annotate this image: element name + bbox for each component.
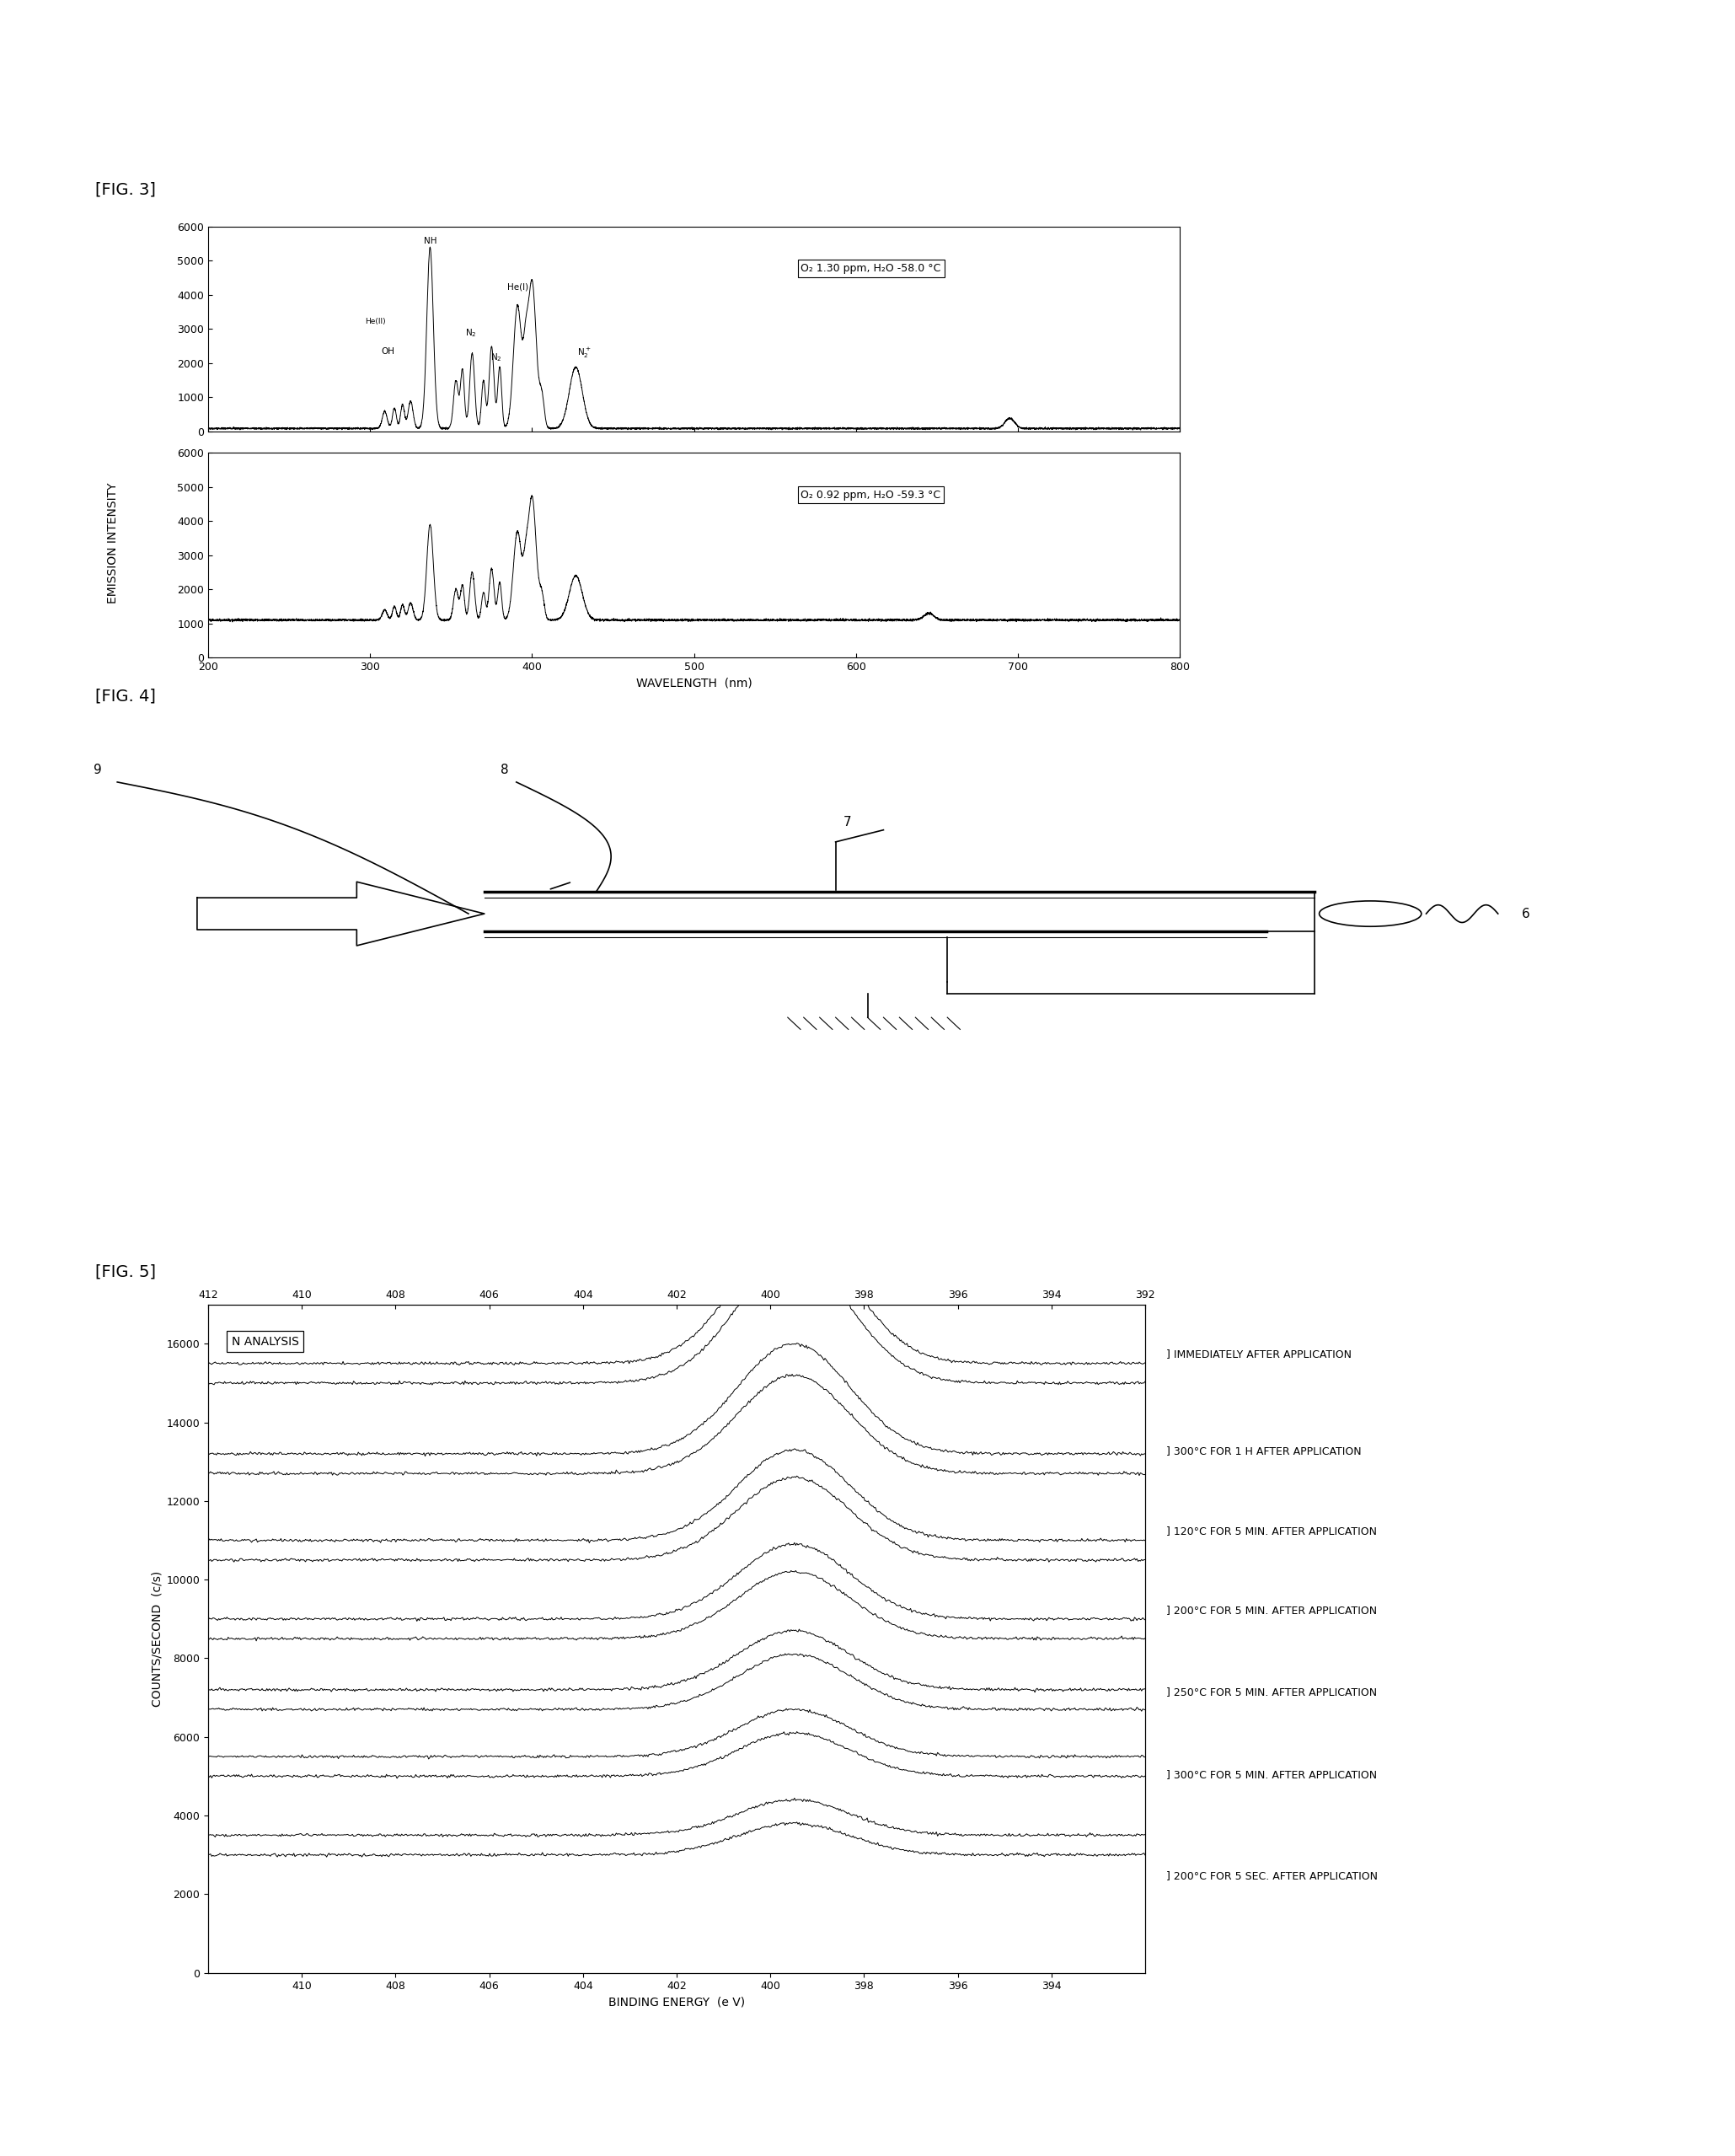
Text: OH: OH bbox=[382, 347, 396, 356]
Text: N$_2^+$: N$_2^+$ bbox=[576, 345, 592, 360]
Text: 6: 6 bbox=[1522, 908, 1530, 921]
Text: NH: NH bbox=[423, 237, 437, 246]
Text: N ANALYSIS: N ANALYSIS bbox=[231, 1337, 298, 1348]
Text: He(II): He(II) bbox=[364, 317, 385, 326]
Text: [FIG. 3]: [FIG. 3] bbox=[95, 181, 156, 198]
Text: O₂ 1.30 ppm, H₂O -58.0 °C: O₂ 1.30 ppm, H₂O -58.0 °C bbox=[802, 263, 940, 274]
Text: O₂ 0.92 ppm, H₂O -59.3 °C: O₂ 0.92 ppm, H₂O -59.3 °C bbox=[802, 489, 940, 500]
Text: ] 250°C FOR 5 MIN. AFTER APPLICATION: ] 250°C FOR 5 MIN. AFTER APPLICATION bbox=[1166, 1686, 1376, 1699]
X-axis label: WAVELENGTH  (nm): WAVELENGTH (nm) bbox=[637, 677, 751, 690]
Text: EMISSION INTENSITY: EMISSION INTENSITY bbox=[108, 483, 118, 604]
Text: N$_2$: N$_2$ bbox=[491, 351, 501, 362]
Text: 7: 7 bbox=[843, 815, 852, 828]
Text: [FIG. 4]: [FIG. 4] bbox=[95, 688, 156, 705]
Text: ] 120°C FOR 5 MIN. AFTER APPLICATION: ] 120°C FOR 5 MIN. AFTER APPLICATION bbox=[1166, 1524, 1376, 1537]
Text: ] 200°C FOR 5 MIN. AFTER APPLICATION: ] 200°C FOR 5 MIN. AFTER APPLICATION bbox=[1166, 1604, 1376, 1617]
Text: ] 300°C FOR 5 MIN. AFTER APPLICATION: ] 300°C FOR 5 MIN. AFTER APPLICATION bbox=[1166, 1768, 1376, 1781]
Text: N$_2$: N$_2$ bbox=[465, 328, 477, 338]
Text: [FIG. 5]: [FIG. 5] bbox=[95, 1263, 156, 1281]
X-axis label: BINDING ENERGY  (e V): BINDING ENERGY (e V) bbox=[609, 1996, 744, 2009]
Text: 8: 8 bbox=[500, 763, 508, 776]
Y-axis label: COUNTS/SECOND  (c/s): COUNTS/SECOND (c/s) bbox=[151, 1570, 163, 1708]
Text: ] IMMEDIATELY AFTER APPLICATION: ] IMMEDIATELY AFTER APPLICATION bbox=[1166, 1348, 1352, 1360]
Text: ] 300°C FOR 1 H AFTER APPLICATION: ] 300°C FOR 1 H AFTER APPLICATION bbox=[1166, 1445, 1360, 1457]
Text: 9: 9 bbox=[94, 763, 102, 776]
Text: He(I): He(I) bbox=[507, 282, 527, 291]
Text: ] 200°C FOR 5 SEC. AFTER APPLICATION: ] 200°C FOR 5 SEC. AFTER APPLICATION bbox=[1166, 1869, 1378, 1882]
